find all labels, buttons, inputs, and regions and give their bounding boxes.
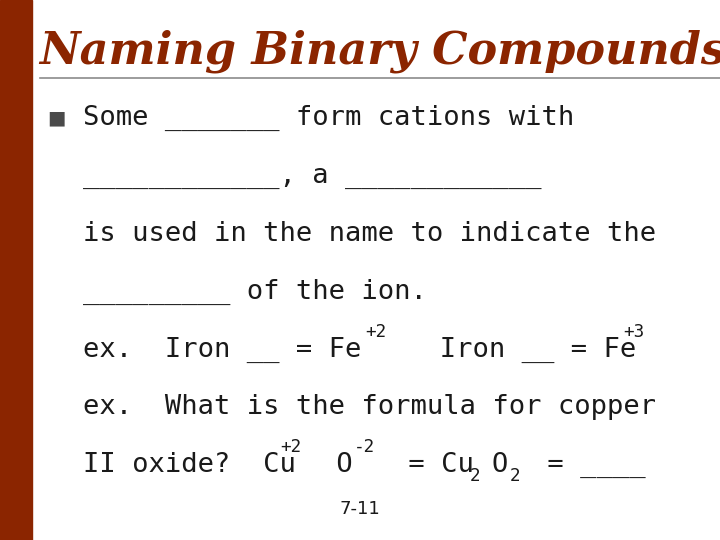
Text: +3: +3 bbox=[623, 323, 644, 341]
Text: ■: ■ bbox=[47, 108, 66, 127]
Text: 2: 2 bbox=[510, 467, 521, 485]
Text: II oxide?  Cu: II oxide? Cu bbox=[83, 452, 296, 478]
Text: ex.  Iron __ = Fe: ex. Iron __ = Fe bbox=[83, 336, 361, 362]
Text: ex.  What is the formula for copper: ex. What is the formula for copper bbox=[83, 394, 656, 420]
Text: is used in the name to indicate the: is used in the name to indicate the bbox=[83, 221, 656, 247]
Text: Naming Binary Compounds: Naming Binary Compounds bbox=[40, 30, 720, 73]
Text: Some _______ form cations with: Some _______ form cations with bbox=[83, 105, 574, 131]
Text: Iron __ = Fe: Iron __ = Fe bbox=[407, 336, 636, 362]
Text: +2: +2 bbox=[280, 438, 302, 456]
Text: +2: +2 bbox=[365, 323, 387, 341]
Text: -2: -2 bbox=[354, 438, 376, 456]
Text: = Cu: = Cu bbox=[392, 452, 474, 478]
Text: ____________, a ____________: ____________, a ____________ bbox=[83, 163, 541, 189]
Text: = ____: = ____ bbox=[531, 452, 646, 478]
Text: 7-11: 7-11 bbox=[340, 501, 380, 518]
Text: 2: 2 bbox=[470, 467, 481, 485]
Text: _________ of the ion.: _________ of the ion. bbox=[83, 279, 427, 305]
Text: O: O bbox=[492, 452, 508, 478]
Text: O: O bbox=[320, 452, 352, 478]
